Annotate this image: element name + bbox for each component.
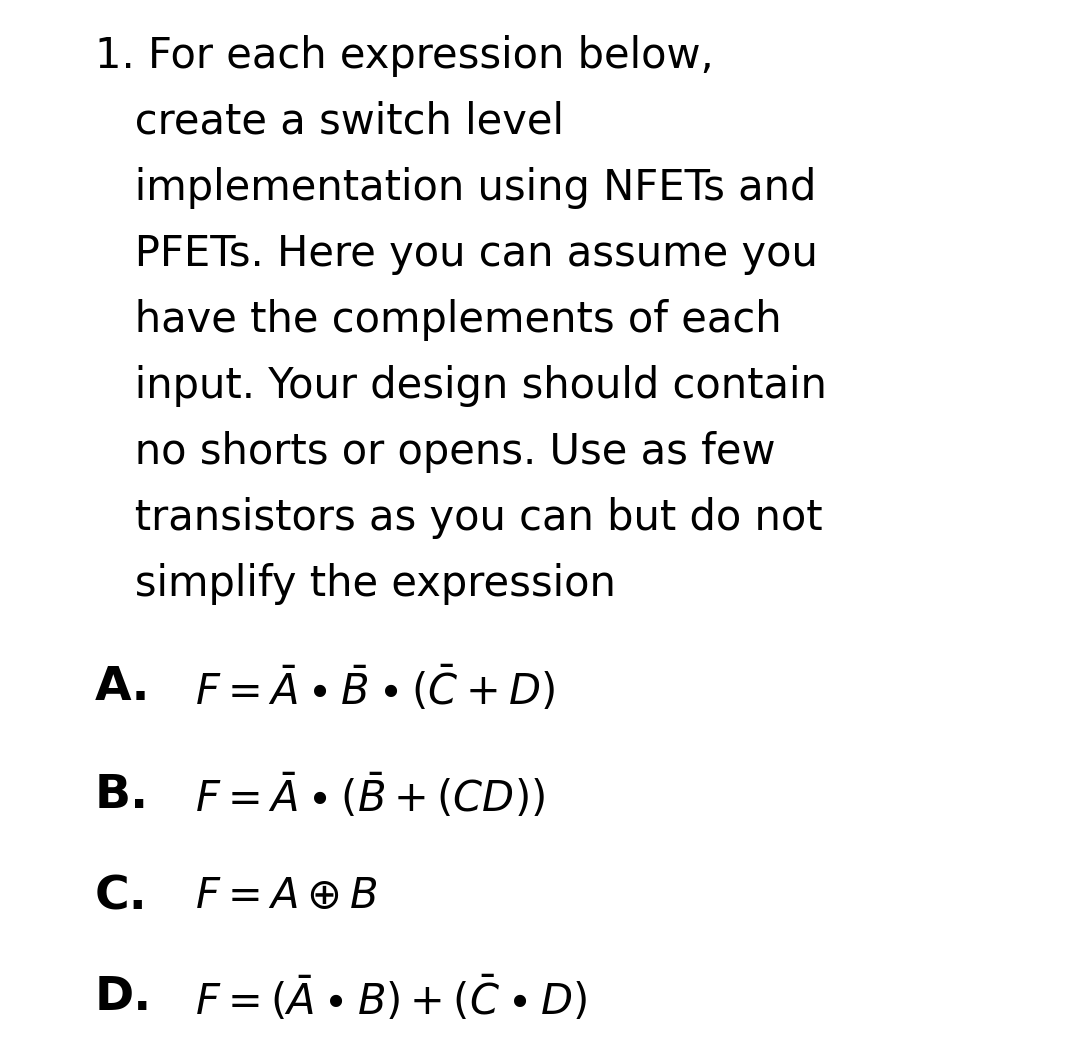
Text: create a switch level: create a switch level [95,101,564,143]
Text: implementation using NFETs and: implementation using NFETs and [95,167,816,209]
Text: input. Your design should contain: input. Your design should contain [95,365,827,407]
Text: PFETs. Here you can assume you: PFETs. Here you can assume you [95,233,818,275]
Text: $F = \bar{A}\bullet(\bar{B}+(CD))$: $F = \bar{A}\bullet(\bar{B}+(CD))$ [195,773,545,821]
Text: 1. For each expression below,: 1. For each expression below, [95,35,714,77]
Text: have the complements of each: have the complements of each [95,299,782,341]
Text: D.: D. [95,975,152,1020]
Text: C.: C. [95,875,148,920]
Text: $F = (\bar{A}\bullet B)+(\bar{C}\bullet D)$: $F = (\bar{A}\bullet B)+(\bar{C}\bullet … [195,975,588,1024]
Text: B.: B. [95,773,149,818]
Text: A.: A. [95,665,150,710]
Text: transistors as you can but do not: transistors as you can but do not [95,497,823,539]
Text: no shorts or opens. Use as few: no shorts or opens. Use as few [95,431,775,472]
Text: $F = A \oplus B$: $F = A \oplus B$ [195,875,378,917]
Text: $F = \bar{A}\bullet\bar{B}\bullet(\bar{C}+D)$: $F = \bar{A}\bullet\bar{B}\bullet(\bar{C… [195,665,555,715]
Text: simplify the expression: simplify the expression [95,563,616,605]
